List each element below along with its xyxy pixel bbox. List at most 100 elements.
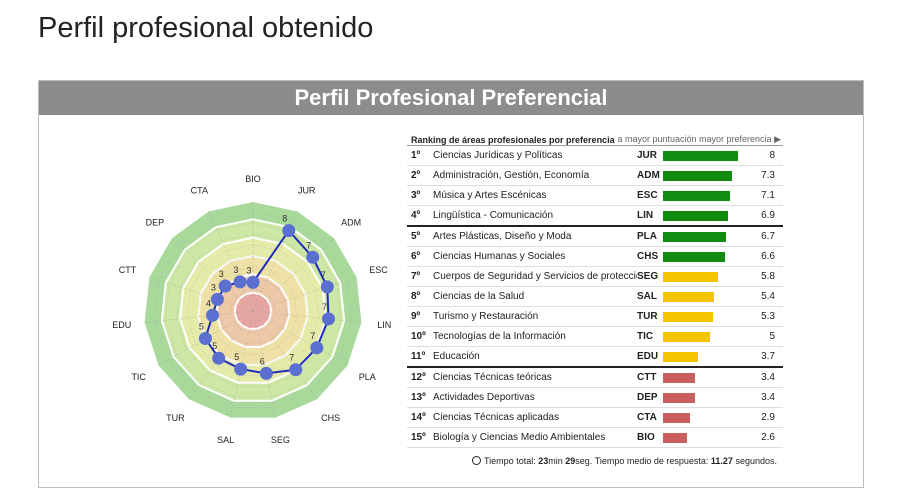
radar-point-label: 3: [211, 282, 216, 292]
rank-position: 8º: [411, 291, 421, 302]
score-bar-track: [663, 170, 757, 181]
area-code: DEP: [637, 392, 658, 403]
radar-axis-label: SAL: [217, 435, 234, 445]
score-bar-track: [663, 150, 757, 161]
table-row: 6º Ciencias Humanas y Sociales CHS 6.6: [407, 247, 783, 267]
radar-axis-label: PLA: [359, 372, 376, 382]
radar-point-label: 7: [306, 240, 311, 250]
radar-point: [320, 280, 334, 294]
radar-point: [218, 279, 232, 293]
score-bar-track: [663, 372, 757, 383]
table-row: 2º Administración, Gestión, Economía ADM 7.…: [407, 166, 783, 186]
panel-title: Perfil Profesional Preferencial: [39, 81, 863, 115]
area-name: Actividades Deportivas: [433, 392, 535, 403]
score-bar-track: [663, 432, 757, 443]
area-name: Biología y Ciencias Medio Ambientales: [433, 432, 606, 443]
score-bar-track: [663, 291, 757, 302]
table-row: 4º Lingüística - Comunicación LIN 6.9: [407, 206, 783, 227]
area-name: Artes Plásticas, Diseño y Moda: [433, 231, 572, 242]
area-score: 6.7: [761, 231, 775, 242]
area-name: Ciencias Técnicas aplicadas: [433, 412, 559, 423]
time-footer: Tiempo total: 23min 29seg. Tiempo medio …: [407, 448, 783, 466]
score-bar: [663, 432, 688, 443]
time-min-unit: min: [548, 456, 563, 466]
radar-grid-ring: [230, 288, 276, 333]
time-avg-label: Tiempo medio de respuesta:: [594, 456, 709, 466]
radar-spoke: [252, 310, 349, 367]
score-bar: [663, 170, 732, 181]
score-bar-track: [663, 412, 757, 423]
area-name: Administración, Gestión, Economía: [433, 170, 590, 181]
score-bar: [663, 331, 710, 342]
radar-grid-ring: [208, 266, 298, 355]
score-bar-track: [663, 251, 757, 262]
radar-axis-label: EDU: [112, 320, 131, 330]
rank-position: 12º: [411, 372, 426, 383]
area-name: Ciencias de la Salud: [433, 291, 525, 302]
profile-panel: Perfil Profesional Preferencial 3 8 7 7 7 7 7 6…: [38, 80, 864, 488]
radar-point-label: 5: [234, 352, 239, 362]
score-bar-track: [663, 271, 757, 282]
area-code: PLA: [637, 231, 657, 242]
rank-position: 3º: [411, 190, 421, 201]
area-score: 7.1: [761, 190, 775, 201]
radar-spoke: [208, 210, 254, 312]
radar-spoke: [252, 310, 318, 401]
rank-position: 11º: [411, 351, 426, 362]
radar-grid-ring: [176, 233, 330, 387]
area-score: 8: [769, 150, 775, 161]
area-code: CHS: [637, 251, 659, 262]
radar-point-label: 3: [219, 269, 224, 279]
area-score: 2.6: [761, 432, 775, 443]
table-row: 8º Ciencias de la Salud SAL 5.4: [407, 287, 783, 307]
radar-axis-label: LIN: [377, 320, 391, 330]
score-bar: [663, 251, 726, 262]
score-bar-track: [663, 311, 757, 322]
radar-axis-label: BIO: [245, 174, 261, 184]
table-row: 3º Música y Artes Escénicas ESC 7.1: [407, 186, 783, 206]
area-name: Ciencias Técnicas teóricas: [433, 372, 552, 383]
radar-axis-label: TUR: [166, 413, 185, 423]
time-sec-unit: seg.: [575, 456, 593, 466]
score-bar: [663, 210, 728, 221]
area-code: ADM: [637, 170, 660, 181]
area-score: 3.4: [761, 372, 775, 383]
radar-point: [322, 312, 335, 326]
score-bar-track: [663, 392, 757, 403]
area-name: Música y Artes Escénicas: [433, 190, 547, 201]
rank-position: 2º: [411, 170, 421, 181]
area-score: 3.4: [761, 392, 775, 403]
time-avg-unit: segundos.: [735, 456, 777, 466]
radar-spoke: [252, 310, 363, 323]
radar-spoke: [252, 237, 335, 312]
ranking-rows: 1º Ciencias Jurídicas y Políticas JUR 8 2º Ad…: [407, 146, 783, 448]
area-score: 6.9: [761, 210, 775, 221]
radar-point-label: 7: [310, 331, 315, 341]
area-score: 3.7: [761, 351, 775, 362]
radar-point: [310, 341, 324, 355]
radar-point: [212, 351, 226, 365]
area-code: SAL: [637, 291, 657, 302]
area-code: TIC: [637, 331, 654, 342]
rank-position: 14º: [411, 412, 426, 423]
area-code: ESC: [637, 190, 658, 201]
area-score: 6.6: [761, 251, 775, 262]
radar-spoke: [157, 310, 254, 367]
time-total-min: 23: [538, 456, 549, 466]
radar-axis-label: ADM: [341, 218, 361, 228]
area-score: 2.9: [761, 412, 775, 423]
radar-axis-label: CTA: [191, 185, 208, 195]
area-score: 7.3: [761, 170, 775, 181]
rank-position: 13º: [411, 392, 426, 403]
ranking-table: Ranking de áreas profesionales por prefe…: [407, 127, 783, 466]
radar-point-label: 6: [260, 356, 265, 366]
area-code: LIN: [637, 210, 654, 221]
time-total-label: Tiempo total:: [484, 456, 536, 466]
radar-grid-ring: [219, 277, 287, 344]
table-row: 11º Educación EDU 3.7: [407, 347, 783, 368]
score-bar: [663, 231, 726, 242]
page-title: Perfil profesional obtenido: [38, 12, 374, 44]
radar-point-label: 7: [289, 353, 294, 363]
radar-series-line: [204, 228, 330, 375]
rank-position: 4º: [411, 210, 421, 221]
